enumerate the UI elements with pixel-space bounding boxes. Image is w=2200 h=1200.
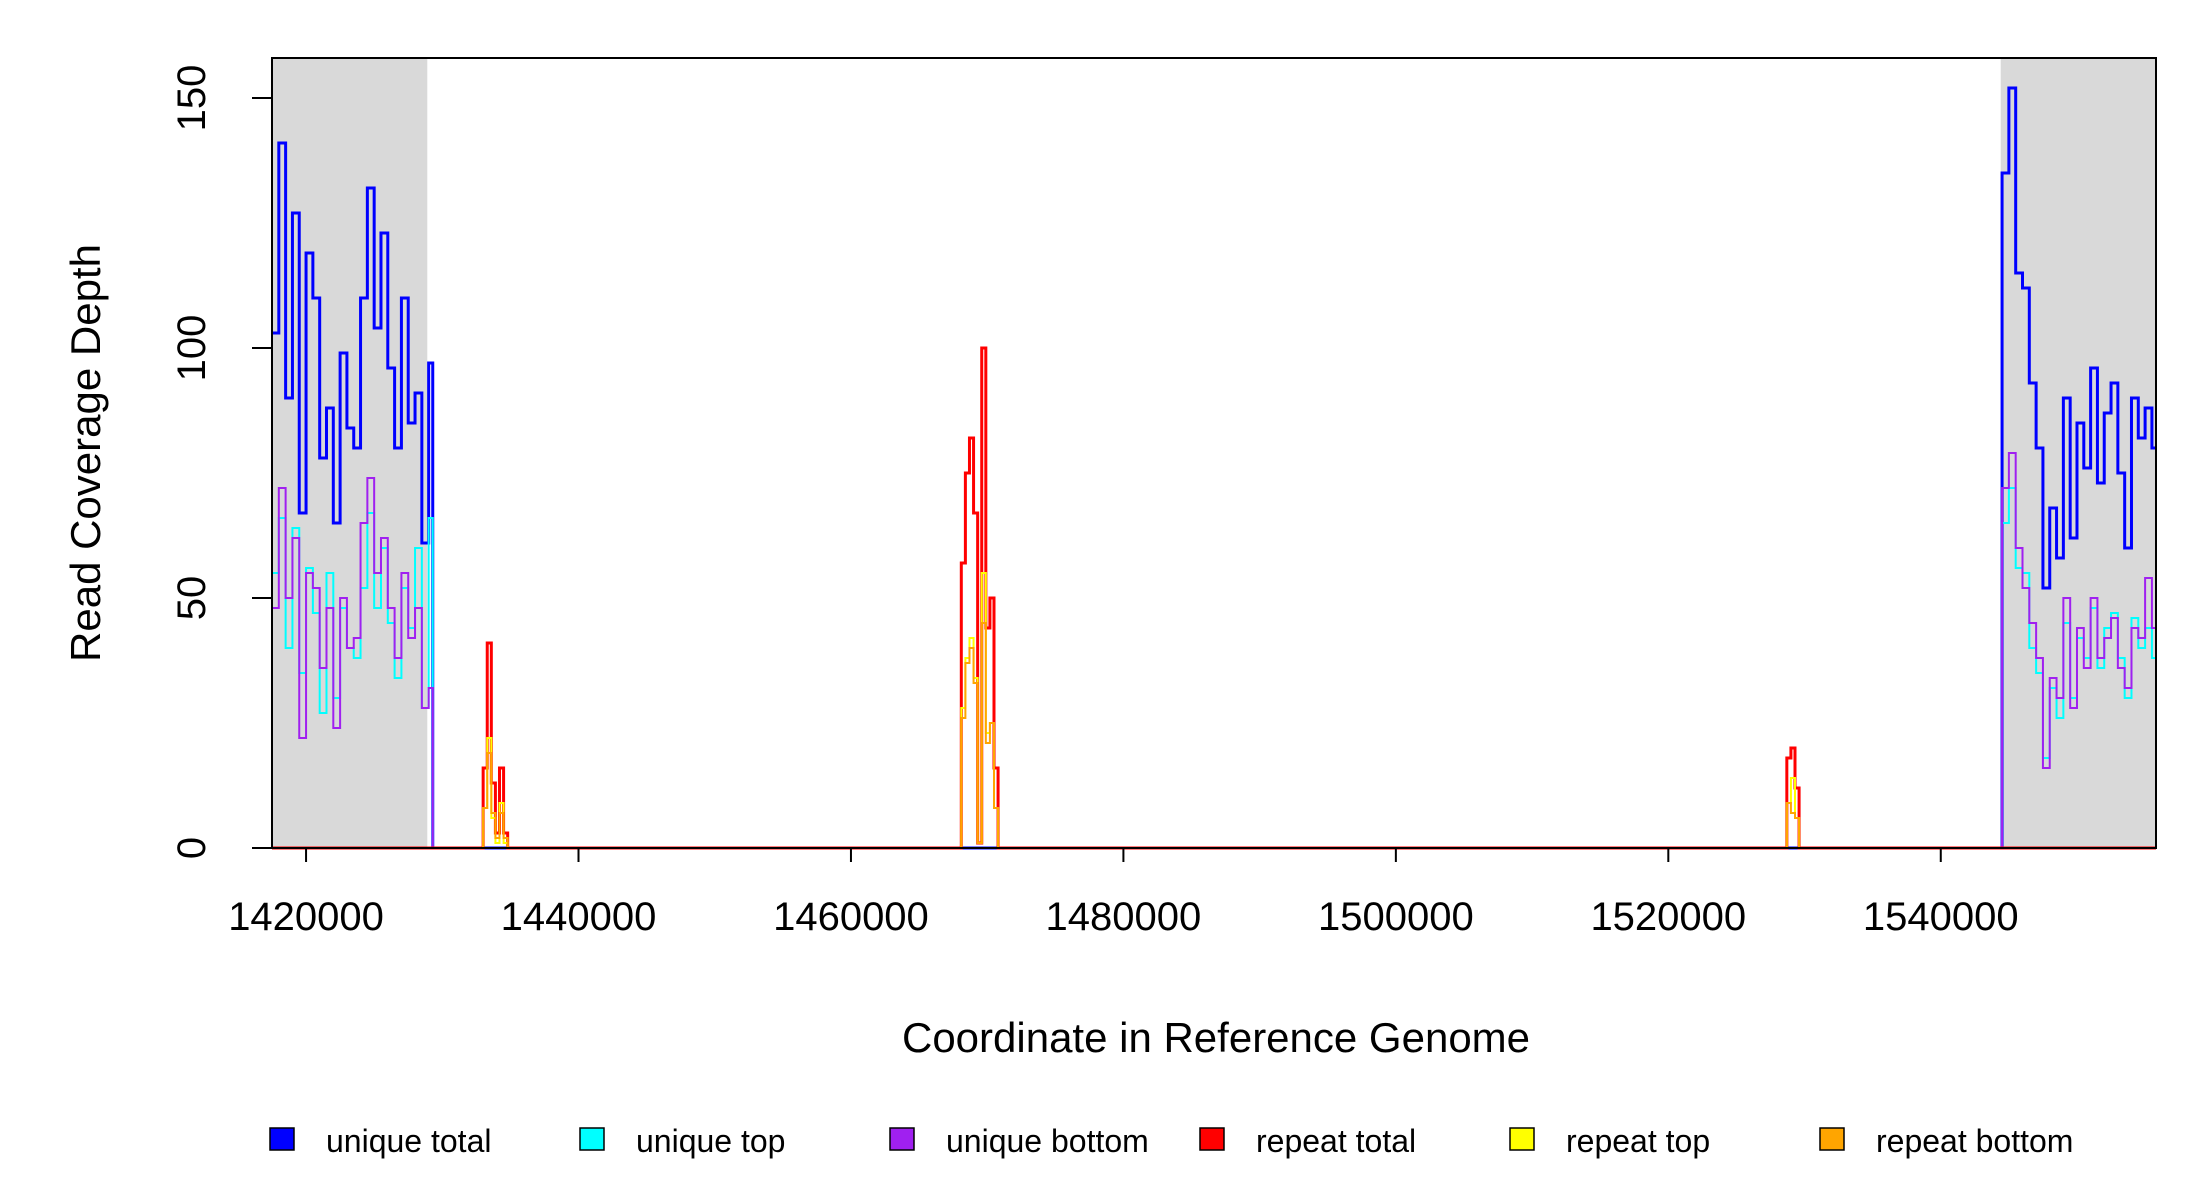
shaded-regions — [272, 58, 2156, 848]
series-line-repeat-top — [272, 572, 2156, 849]
legend: unique total unique top unique bottom repea… — [269, 1123, 2073, 1159]
x-tick-label: 1480000 — [1046, 895, 1202, 939]
legend-item-unique-top: unique top — [579, 1123, 785, 1159]
series-line-repeat-total — [272, 346, 2156, 850]
y-tick-label: 50 — [170, 576, 214, 621]
series-line-unique-total — [272, 86, 2156, 850]
x-tick-label: 1540000 — [1863, 895, 2019, 939]
x-tick-label: 1520000 — [1590, 895, 1746, 939]
y-axis-title: Read Coverage Depth — [62, 244, 109, 662]
legend-item-repeat-bottom: repeat bottom — [1819, 1123, 2073, 1159]
x-axis-title: Coordinate in Reference Genome — [902, 1014, 1530, 1061]
legend-swatch — [1509, 1127, 1535, 1151]
legend-swatch — [889, 1127, 915, 1151]
series-line-repeat-bottom — [272, 622, 2156, 849]
legend-item-repeat-top: repeat top — [1509, 1123, 1710, 1159]
series-lines — [272, 86, 2156, 850]
legend-item-repeat-total: repeat total — [1199, 1123, 1416, 1159]
legend-label: repeat total — [1256, 1123, 1416, 1159]
y-tick-label: 100 — [170, 315, 214, 382]
legend-label: repeat top — [1566, 1123, 1710, 1159]
y-tick-label: 150 — [170, 65, 214, 132]
legend-label: unique top — [636, 1123, 785, 1159]
series-line-unique-bottom — [272, 452, 2156, 849]
x-tick-label: 1440000 — [501, 895, 657, 939]
legend-label: unique bottom — [946, 1123, 1149, 1159]
legend-item-unique-bottom: unique bottom — [889, 1123, 1149, 1159]
legend-swatch — [1819, 1127, 1845, 1151]
legend-label: repeat bottom — [1876, 1123, 2073, 1159]
legend-item-unique-total: unique total — [269, 1123, 491, 1159]
legend-swatch — [269, 1127, 295, 1151]
legend-swatch — [1199, 1127, 1225, 1151]
x-tick-label: 1500000 — [1318, 895, 1474, 939]
x-tick-label: 1460000 — [773, 895, 929, 939]
axes: 1420000 1440000 1460000 1480000 1500000 15200… — [170, 65, 2019, 939]
legend-swatch — [579, 1127, 605, 1151]
shaded-region-0 — [272, 58, 428, 848]
series-line-unique-top — [272, 487, 2156, 849]
plot-frame — [271, 57, 2157, 849]
x-tick-label: 1420000 — [228, 895, 384, 939]
y-tick-label: 0 — [170, 837, 214, 859]
legend-label: unique total — [326, 1123, 491, 1159]
